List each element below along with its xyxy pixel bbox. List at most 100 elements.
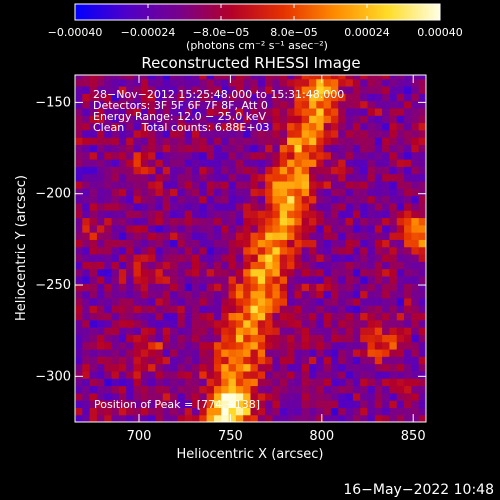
heatmap-cell: [360, 341, 369, 350]
heatmap-cell: [177, 195, 186, 204]
heatmap-cell: [382, 137, 391, 145]
x-axis: 700 750 800 850: [127, 75, 426, 444]
heatmap-cell: [360, 100, 369, 109]
heatmap-cell: [126, 400, 135, 408]
heatmap-cell: [309, 312, 317, 321]
heatmap-cell: [418, 392, 426, 401]
heatmap-cell: [192, 210, 200, 219]
heatmap-cell: [411, 224, 420, 233]
heatmap-cell: [367, 319, 376, 328]
heatmap-cell: [309, 348, 317, 357]
y-axis-label: Heliocentric Y (arcsec): [14, 175, 29, 321]
heatmap-cell: [82, 217, 91, 226]
heatmap-cell: [338, 392, 347, 401]
heatmap-cell: [411, 305, 420, 314]
heatmap-cell: [323, 385, 332, 394]
heatmap-cell: [82, 246, 91, 255]
heatmap-cell: [316, 188, 325, 197]
heatmap-cell: [257, 232, 266, 240]
heatmap-cell: [235, 297, 244, 306]
heatmap-cell: [382, 334, 391, 343]
heatmap-cell: [184, 122, 193, 131]
heatmap-cell: [192, 115, 200, 124]
heatmap-cell: [155, 151, 164, 160]
heatmap-cell: [330, 173, 339, 182]
heatmap-cell: [89, 392, 98, 401]
heatmap-cell: [148, 78, 157, 87]
heatmap-cell: [374, 78, 383, 87]
heatmap-cell: [111, 144, 120, 153]
heatmap-cell: [155, 407, 164, 416]
heatmap-cell: [96, 129, 105, 138]
heatmap-cell: [148, 407, 157, 416]
heatmap-cell: [382, 283, 391, 292]
heatmap-cell: [162, 392, 171, 401]
heatmap-cell: [170, 363, 178, 372]
heatmap-cell: [177, 334, 186, 343]
heatmap-cell: [177, 85, 186, 94]
heatmap-cell: [235, 144, 244, 153]
heatmap-cell: [118, 290, 127, 299]
heatmap-cell: [287, 400, 295, 408]
heatmap-cell: [374, 363, 383, 372]
heatmap-cell: [374, 107, 383, 116]
heatmap-cell: [133, 348, 142, 357]
heatmap-cell: [199, 115, 208, 124]
heatmap-cell: [243, 210, 252, 219]
heatmap-cell: [177, 137, 186, 145]
heatmap-cell: [396, 378, 405, 387]
heatmap-cell: [177, 312, 186, 321]
heatmap-cell: [170, 297, 178, 306]
heatmap-cell: [170, 232, 178, 240]
heatmap-cell: [279, 356, 288, 365]
heatmap-cell: [96, 246, 105, 255]
heatmap-cell: [265, 319, 274, 328]
heatmap-cell: [221, 334, 230, 343]
heatmap-cell: [96, 217, 105, 226]
heatmap-cell: [301, 297, 310, 306]
heatmap-cell: [257, 224, 266, 233]
heatmap-cell: [162, 239, 171, 248]
heatmap-cell: [352, 385, 361, 394]
heatmap-cell: [360, 122, 369, 131]
heatmap-cell: [140, 202, 149, 211]
heatmap-cell: [374, 297, 383, 306]
heatmap-cell: [418, 268, 426, 277]
heatmap-cell: [140, 290, 149, 299]
heatmap-cell: [206, 319, 215, 328]
heatmap-cell: [155, 305, 164, 314]
heatmap-cell: [140, 107, 149, 116]
heatmap-cell: [133, 85, 142, 94]
heatmap-cell: [360, 253, 369, 262]
heatmap-cell: [330, 239, 339, 248]
heatmap-cell: [82, 407, 91, 416]
heatmap-cell: [382, 75, 391, 80]
heatmap-cell: [177, 385, 186, 394]
heatmap-cell: [418, 129, 426, 138]
heatmap-cell: [367, 159, 376, 167]
heatmap-cell: [279, 363, 288, 372]
heatmap-cell: [316, 195, 325, 204]
heatmap-cell: [140, 370, 149, 379]
heatmap-cell: [389, 239, 398, 248]
heatmap-cell: [155, 246, 164, 255]
heatmap-cell: [243, 93, 252, 102]
heatmap-cell: [404, 363, 412, 372]
heatmap-cell: [228, 151, 237, 160]
heatmap-cell: [111, 341, 120, 350]
heatmap-cell: [294, 217, 303, 226]
heatmap-cell: [294, 232, 303, 240]
heatmap-cell: [330, 327, 339, 335]
heatmap-cell: [360, 180, 369, 189]
heatmap-cell: [89, 385, 98, 394]
heatmap-cell: [257, 385, 266, 394]
heatmap-cell: [111, 195, 120, 204]
heatmap-cell: [352, 363, 361, 372]
heatmap-cell: [323, 232, 332, 240]
heatmap-cell: [404, 107, 412, 116]
heatmap-cell: [352, 341, 361, 350]
heatmap-cell: [243, 319, 252, 328]
heatmap-cell: [309, 93, 317, 102]
heatmap-cell: [338, 188, 347, 197]
heatmap-cell: [265, 202, 274, 211]
